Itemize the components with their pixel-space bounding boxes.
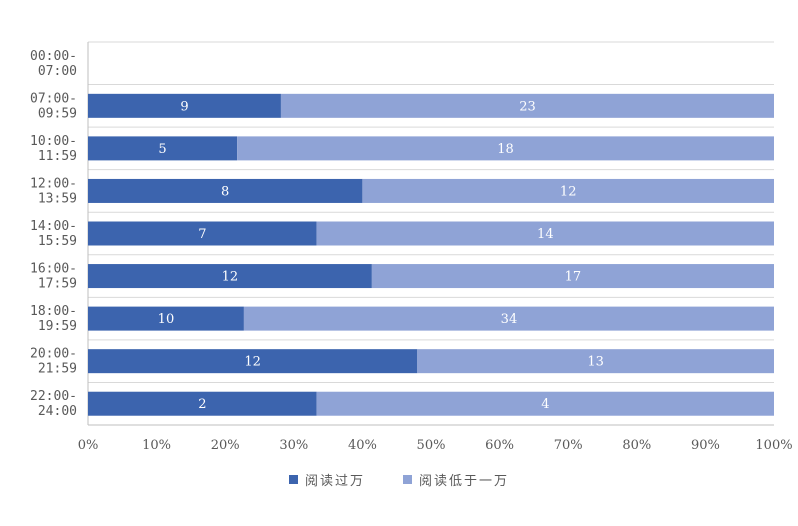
legend-item-series-2: 阅读低于一万	[403, 470, 509, 489]
category-label-6: 16:00-17:59	[30, 262, 77, 292]
bar-series-2-2	[280, 93, 774, 118]
x-tick-label-9: 80%	[622, 438, 651, 453]
bar-series-1-2	[88, 93, 281, 118]
category-label-1: 00:00-07:00	[30, 49, 77, 79]
x-tick-label-4: 30%	[279, 438, 308, 453]
bar-series-2-8	[417, 349, 774, 374]
data-label-series-2-7: 34	[501, 312, 518, 327]
x-tick-label-6: 50%	[417, 438, 446, 453]
data-label-series-1-2: 9	[180, 99, 188, 114]
bar-series-2-9	[316, 391, 774, 416]
x-tick-label-7: 60%	[485, 438, 514, 453]
bar-series-2-5	[316, 221, 774, 246]
data-label-series-2-6: 17	[565, 270, 582, 285]
data-label-series-2-5: 14	[537, 227, 554, 242]
bar-series-1-9	[88, 391, 317, 416]
bar-series-1-4	[88, 178, 363, 203]
bar-series-1-3	[88, 136, 238, 161]
data-label-series-1-7: 10	[158, 312, 175, 327]
x-tick-label-2: 10%	[142, 438, 171, 453]
data-label-series-2-2: 23	[519, 99, 536, 114]
category-label-5: 14:00-15:59	[30, 219, 77, 249]
x-tick-label-11: 100%	[755, 438, 792, 453]
legend-swatch-series-1	[288, 474, 298, 484]
data-label-series-1-9: 2	[198, 397, 206, 412]
data-label-series-2-3: 18	[497, 142, 514, 157]
bar-series-1-6	[88, 264, 372, 289]
category-label-7: 18:00-19:59	[30, 304, 77, 334]
bar-series-2-6	[371, 264, 774, 289]
bar-series-2-4	[362, 178, 774, 203]
category-label-8: 20:00-21:59	[30, 347, 77, 377]
data-label-series-1-6: 12	[222, 270, 239, 285]
x-tick-label-5: 40%	[348, 438, 377, 453]
bar-series-2-7	[243, 306, 775, 331]
category-label-3: 10:00-11:59	[30, 134, 77, 164]
x-tick-label-3: 20%	[211, 438, 240, 453]
legend: 阅读过万 阅读低于一万	[0, 469, 798, 489]
bar-series-2-3	[237, 136, 774, 161]
data-label-series-1-4: 8	[221, 184, 229, 199]
data-label-series-1-3: 5	[158, 142, 166, 157]
bar-series-1-8	[88, 349, 418, 374]
bar-series-1-5	[88, 221, 317, 246]
category-label-4: 12:00-13:59	[30, 176, 77, 206]
data-label-series-2-4: 12	[560, 184, 577, 199]
data-label-series-2-8: 13	[587, 355, 604, 370]
legend-swatch-series-2	[403, 474, 412, 484]
x-tick-label-1: 0%	[78, 438, 99, 453]
x-tick-label-10: 90%	[691, 438, 720, 453]
category-label-9: 22:00-24:00	[30, 389, 77, 419]
data-label-series-2-9: 4	[541, 397, 549, 412]
legend-label-series-2: 阅读低于一万	[419, 473, 510, 489]
bar-series-1-7	[88, 306, 244, 331]
data-label-series-1-8: 12	[244, 355, 261, 370]
category-label-2: 07:00-09:59	[30, 91, 77, 121]
legend-item-series-1: 阅读过万	[288, 470, 365, 489]
data-label-series-1-5: 7	[198, 227, 206, 242]
legend-label-series-1: 阅读过万	[304, 473, 365, 489]
x-tick-label-8: 70%	[554, 438, 583, 453]
